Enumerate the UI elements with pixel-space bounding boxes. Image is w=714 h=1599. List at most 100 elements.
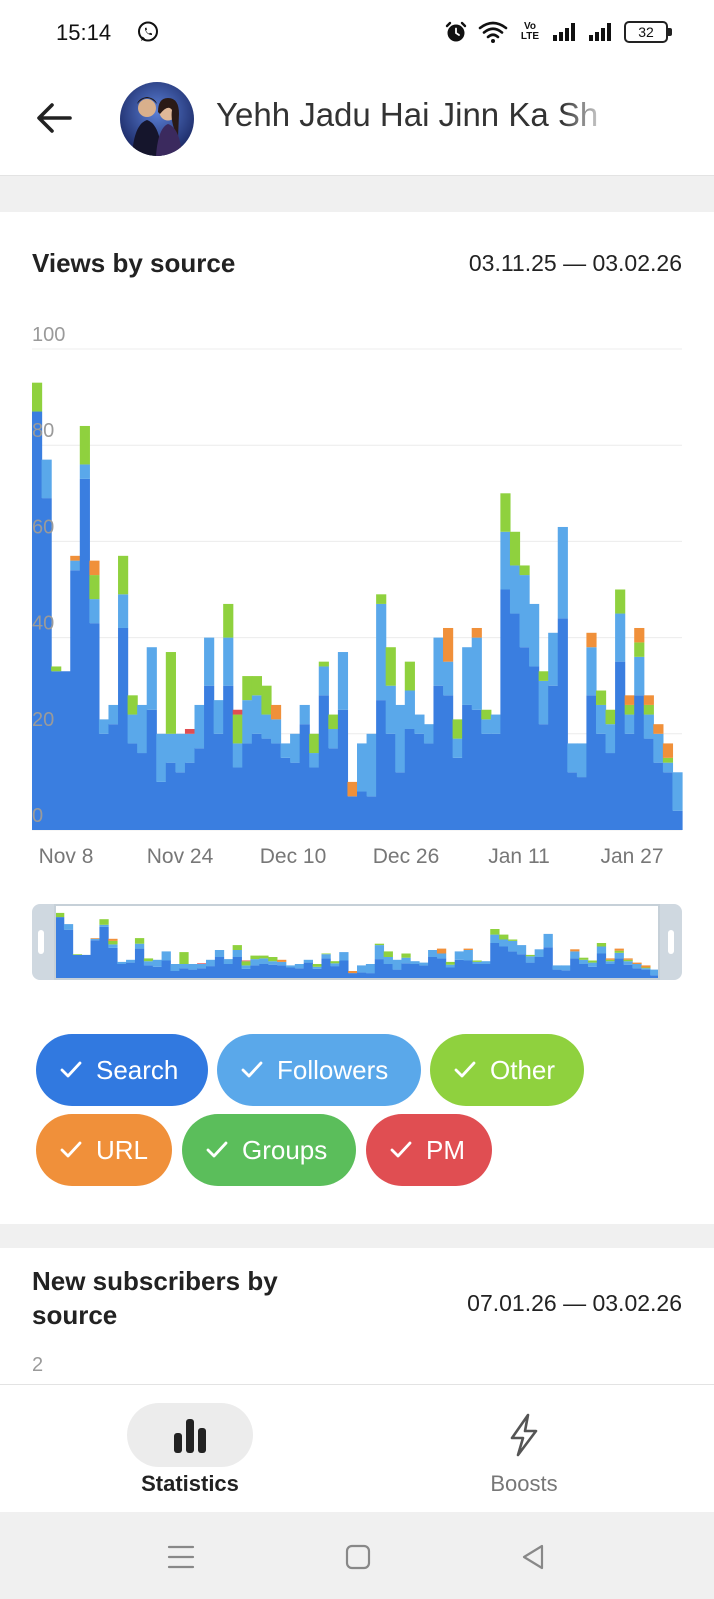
mini-bar-segment [623, 964, 633, 978]
volte-indicator: Vo LTE [520, 21, 540, 42]
whatsapp-icon [138, 21, 158, 42]
mini-bar-segment [445, 964, 456, 968]
date-range[interactable]: 03.11.25 — 03.02.26 [468, 250, 682, 276]
x-axis-tick: Nov 24 [147, 845, 214, 868]
mini-bar-segment [570, 951, 580, 959]
bar-segment-followers [662, 762, 674, 773]
legend-chip-search[interactable]: Search [36, 1034, 208, 1106]
nav-boosts[interactable]: Boosts [424, 1385, 624, 1513]
back-triangle-icon[interactable] [518, 1542, 548, 1572]
mini-bar-segment [472, 960, 482, 962]
y-axis-tick: 2 [32, 1354, 44, 1376]
bar-segment-url [443, 627, 454, 662]
mini-bar-segment [419, 965, 429, 978]
y-axis-tick: 80 [32, 420, 54, 442]
bar-segment-search [60, 671, 71, 830]
bar-segment-search [51, 671, 62, 830]
mini-bar-segment [277, 961, 287, 966]
bar-segment-url [70, 555, 81, 561]
mini-bar-segment [596, 943, 607, 947]
bar-segment-followers [299, 704, 310, 725]
mini-bar-segment [134, 948, 145, 978]
back-arrow-icon[interactable] [32, 96, 76, 140]
nav-statistics[interactable]: Statistics [90, 1385, 290, 1513]
mini-bar-segment [516, 945, 527, 955]
bar-segment-other [509, 531, 521, 566]
bar-segment-followers [98, 719, 110, 734]
mini-bar-segment [152, 959, 162, 967]
bar-segment-other [500, 493, 511, 532]
mini-bar-segment [641, 968, 651, 970]
bar-segment-followers [146, 647, 157, 710]
mini-bar-segment [428, 950, 438, 957]
mini-bar-segment [179, 968, 189, 978]
legend-chip-other[interactable]: Other [430, 1034, 584, 1106]
bar-segment-other [662, 757, 674, 763]
mini-bar-segment [436, 948, 447, 954]
bar-segment-other [519, 565, 530, 576]
legend-chip-url[interactable]: URL [36, 1114, 172, 1186]
range-handle-left[interactable] [38, 930, 44, 954]
mini-bar-segment [374, 959, 385, 978]
menu-icon[interactable] [166, 1542, 196, 1572]
bar-segment-followers [127, 714, 138, 744]
bar-segment-search [385, 733, 396, 830]
bar-segment-followers [318, 666, 329, 696]
bar-segment-followers [165, 733, 176, 763]
date-range[interactable]: 07.01.26 — 03.02.26 [467, 1290, 682, 1316]
bar-segment-search [270, 743, 282, 830]
bar-segment-search [318, 695, 329, 830]
range-handle-right[interactable] [668, 930, 674, 954]
bar-segment-other [318, 661, 329, 667]
mini-bar-segment [348, 971, 358, 974]
views-chart[interactable]: 100 80 60 40 20 0 Nov 8 Nov 24 Dec 10 Dec 26 Jan 1… [0, 212, 714, 1012]
legend-chip-followers[interactable]: Followers [217, 1034, 421, 1106]
mini-bar-segment [321, 953, 331, 955]
mini-bar-segment [641, 967, 651, 969]
bar-segment-followers [509, 565, 521, 614]
bar-segment-search [643, 738, 654, 830]
mini-bar-segment [579, 957, 589, 960]
channel-avatar[interactable] [120, 82, 194, 156]
lightning-icon [510, 1413, 538, 1457]
mini-bar-segment [126, 962, 136, 978]
bar-segment-search [404, 728, 415, 830]
bar-segment-followers [576, 743, 588, 778]
bar-segment-search [290, 762, 301, 830]
bar-segment-search [251, 733, 263, 830]
channel-header: Yehh Jadu Hai Jinn Ka Sh [0, 66, 714, 176]
bar-segment-search [242, 743, 253, 830]
bar-segment-followers [624, 714, 635, 734]
mini-bar-segment [596, 946, 607, 954]
bar-segment-other [376, 594, 387, 604]
mini-bar-segment [614, 958, 624, 978]
bar-segment-followers [213, 700, 224, 734]
mini-bar-segment [605, 964, 615, 978]
mini-bar-segment [614, 950, 624, 953]
legend-chip-pm[interactable]: PM [366, 1114, 492, 1186]
bar-segment-search [634, 695, 645, 830]
mini-bar-segment [410, 961, 420, 964]
mini-bar-segment [250, 959, 260, 966]
bar-segment-followers [41, 459, 52, 499]
bar-segment-followers [309, 753, 320, 768]
bar-segment-search [213, 733, 224, 830]
legend-chip-groups[interactable]: Groups [182, 1114, 356, 1186]
home-icon[interactable] [343, 1542, 373, 1572]
mini-bar-segment [108, 947, 118, 978]
bar-segment-url [270, 704, 282, 720]
mini-bar-segment [63, 929, 74, 978]
bar-segment-search [462, 704, 473, 830]
bar-segment-followers [423, 724, 435, 744]
mini-bar-segment [605, 959, 615, 962]
mini-bar-segment [294, 964, 305, 969]
mini-bar-segment [232, 945, 242, 950]
bar-segment-followers [529, 603, 540, 667]
mini-bar-segment [197, 963, 207, 964]
bar-segment-search [376, 700, 387, 830]
mini-bar-segment [587, 960, 598, 963]
mini-bar-segment [641, 965, 651, 968]
mini-bar-segment [605, 961, 615, 964]
mini-bar-segment [268, 957, 278, 962]
bar-segment-search [624, 733, 635, 830]
